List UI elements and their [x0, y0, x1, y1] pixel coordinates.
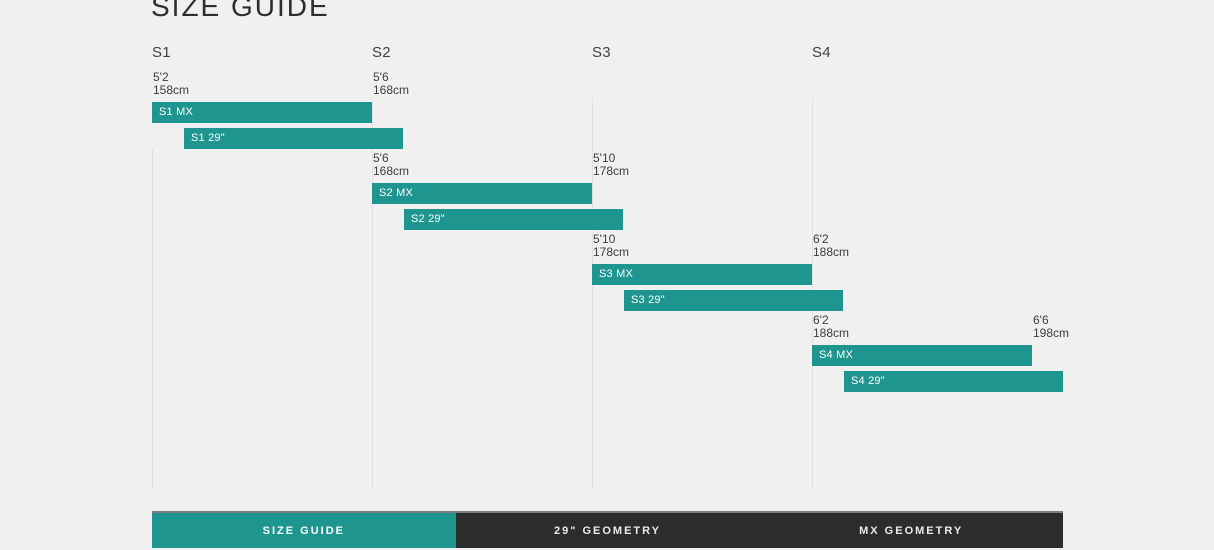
tick-feet: 5'10	[593, 232, 616, 246]
gridline-tick-1	[152, 148, 153, 490]
tick-label-s3-min: 5'10 178cm	[592, 233, 629, 259]
tick-cm: 178cm	[593, 245, 630, 259]
gridline-tick-2	[372, 97, 373, 490]
tab-29-geometry[interactable]: 29" GEOMETRY	[455, 513, 760, 548]
tab-label: 29" GEOMETRY	[553, 524, 662, 537]
bar-s2-29: S2 29"	[404, 209, 623, 230]
bar-label: S3 MX	[599, 268, 634, 280]
tab-label: MX GEOMETRY	[859, 524, 964, 537]
size-header-s4: S4	[812, 44, 831, 61]
bar-s3-29: S3 29"	[624, 290, 843, 311]
tab-size-guide[interactable]: SIZE GUIDE	[152, 513, 456, 548]
size-header-s3: S3	[592, 44, 611, 61]
tick-label-s2-max: 5'10 178cm	[592, 152, 629, 178]
tick-feet: 6'2	[813, 313, 829, 327]
tick-feet: 5'6	[373, 151, 389, 165]
bar-s1-mx: S1 MX	[152, 102, 372, 123]
bar-label: S4 29"	[851, 375, 885, 387]
tick-label-s1-min: 5'2 158cm	[152, 71, 189, 97]
bar-s2-mx: S2 MX	[372, 183, 592, 204]
geometry-tab-bar: SIZE GUIDE 29" GEOMETRY MX GEOMETRY	[152, 511, 1064, 548]
size-header-s1: S1	[152, 44, 171, 61]
tick-label-s2-min: 5'6 168cm	[372, 152, 409, 178]
tick-label-s1-max: 5'6 168cm	[372, 71, 409, 97]
bar-label: S4 MX	[819, 349, 854, 361]
bar-label: S1 29"	[191, 132, 225, 144]
page-title: SIZE GUIDE	[151, 0, 330, 22]
tick-label-s3-max: 6'2 188cm	[812, 233, 849, 259]
bar-s4-29: S4 29"	[844, 371, 1063, 392]
bar-s4-mx: S4 MX	[812, 345, 1032, 366]
tick-cm: 178cm	[593, 164, 630, 178]
tick-cm: 188cm	[813, 245, 850, 259]
tick-label-s4-min: 6'2 188cm	[812, 314, 849, 340]
tick-feet: 6'6	[1033, 313, 1049, 327]
bar-s1-29: S1 29"	[184, 128, 403, 149]
tick-cm: 168cm	[373, 83, 410, 97]
tick-feet: 5'10	[593, 151, 616, 165]
bar-label: S3 29"	[631, 294, 665, 306]
bar-label: S2 29"	[411, 213, 445, 225]
bar-label: S2 MX	[379, 187, 414, 199]
gridline-tick-3	[592, 97, 593, 490]
tick-feet: 5'6	[373, 70, 389, 84]
tab-label: SIZE GUIDE	[262, 524, 345, 537]
bar-label: S1 MX	[159, 106, 194, 118]
tick-cm: 168cm	[373, 164, 410, 178]
bar-s3-mx: S3 MX	[592, 264, 812, 285]
tab-mx-geometry[interactable]: MX GEOMETRY	[759, 513, 1064, 548]
tick-feet: 6'2	[813, 232, 829, 246]
tick-feet: 5'2	[153, 70, 169, 84]
tick-label-s4-max: 6'6 198cm	[1032, 314, 1069, 340]
size-header-s2: S2	[372, 44, 391, 61]
tick-cm: 188cm	[813, 326, 850, 340]
tick-cm: 198cm	[1033, 326, 1070, 340]
tick-cm: 158cm	[153, 83, 190, 97]
